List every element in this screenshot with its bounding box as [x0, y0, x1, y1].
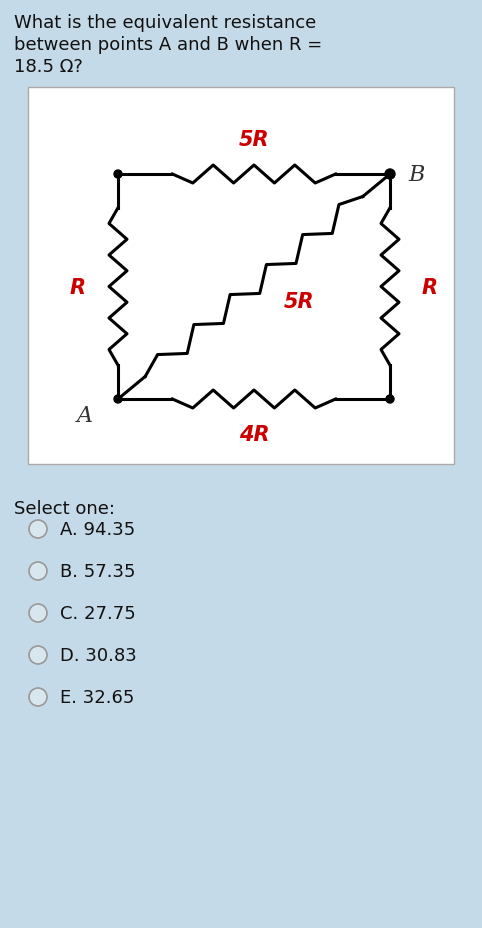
- Circle shape: [29, 689, 47, 706]
- Text: What is the equivalent resistance: What is the equivalent resistance: [14, 14, 316, 32]
- Text: A. 94.35: A. 94.35: [60, 521, 135, 538]
- Text: C. 27.75: C. 27.75: [60, 604, 136, 623]
- Text: E. 32.65: E. 32.65: [60, 689, 134, 706]
- Circle shape: [386, 395, 394, 404]
- Circle shape: [29, 562, 47, 580]
- Text: between points A and B when R =: between points A and B when R =: [14, 36, 322, 54]
- Text: B: B: [408, 164, 424, 186]
- Text: D. 30.83: D. 30.83: [60, 646, 137, 664]
- Circle shape: [29, 646, 47, 664]
- Text: R: R: [70, 277, 86, 297]
- Circle shape: [29, 604, 47, 623]
- Text: 5R: 5R: [239, 130, 269, 149]
- Circle shape: [114, 171, 122, 179]
- Circle shape: [29, 521, 47, 538]
- Text: A: A: [77, 405, 93, 427]
- Circle shape: [385, 170, 395, 180]
- Text: Select one:: Select one:: [14, 499, 115, 518]
- FancyBboxPatch shape: [28, 88, 454, 465]
- Circle shape: [114, 395, 122, 404]
- Text: 18.5 Ω?: 18.5 Ω?: [14, 58, 83, 76]
- Text: 4R: 4R: [239, 424, 269, 445]
- Text: B. 57.35: B. 57.35: [60, 562, 135, 580]
- Text: 5R: 5R: [284, 292, 315, 312]
- Text: R: R: [422, 277, 438, 297]
